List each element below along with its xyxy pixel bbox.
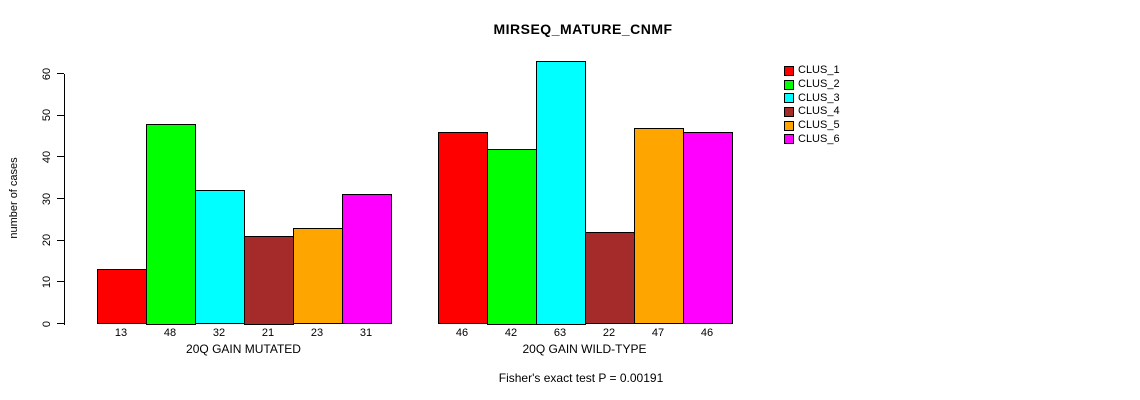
legend-label: CLUS_2 <box>798 78 840 91</box>
y-axis-tick-label: 60 <box>41 67 53 80</box>
legend-swatch-clus-4 <box>784 106 794 117</box>
bar-value-label: 47 <box>651 327 665 339</box>
legend-label: CLUS_3 <box>798 91 840 104</box>
y-axis-title: number of cases <box>8 157 20 239</box>
group-label-20q-gain-wild-type: 20Q GAIN WILD-TYPE <box>522 342 647 356</box>
bar-value-label: 42 <box>504 327 518 339</box>
legend-item-clus-1: CLUS_1 <box>784 64 840 78</box>
bar-value-label: 21 <box>261 327 275 339</box>
legend-label: CLUS_5 <box>798 119 840 132</box>
bar-20q-gain-wild-type-clus-1 <box>437 131 488 325</box>
legend: CLUS_1 CLUS_2 CLUS_3 CLUS_4 CLUS_5 CLUS_6 <box>784 64 840 146</box>
legend-swatch-clus-2 <box>784 79 794 90</box>
y-axis-tick-label: 50 <box>41 109 53 122</box>
y-axis-tick <box>57 198 64 199</box>
bar-value-label: 23 <box>310 327 324 339</box>
y-axis-tick-label: 20 <box>41 234 53 247</box>
legend-swatch-clus-1 <box>784 65 794 76</box>
legend-label: CLUS_1 <box>798 64 840 77</box>
y-axis-tick-label: 30 <box>41 192 53 205</box>
y-axis-tick-label: 40 <box>41 150 53 163</box>
bar-value-label: 46 <box>455 327 469 339</box>
legend-item-clus-4: CLUS_4 <box>784 105 840 119</box>
y-axis-tick <box>57 323 64 324</box>
y-axis-tick-label: 10 <box>41 275 53 288</box>
bar-20q-gain-mutated-clus-6 <box>341 194 392 325</box>
bar-20q-gain-wild-type-clus-6 <box>682 131 733 325</box>
bar-20q-gain-wild-type-clus-2 <box>486 148 537 325</box>
bar-20q-gain-wild-type-clus-4 <box>584 231 635 325</box>
legend-item-clus-2: CLUS_2 <box>784 78 840 92</box>
bar-value-label: 31 <box>359 327 373 339</box>
bar-20q-gain-mutated-clus-1 <box>96 269 147 325</box>
bar-20q-gain-wild-type-clus-5 <box>633 127 684 325</box>
bar-20q-gain-wild-type-clus-3 <box>535 61 586 325</box>
bar-value-label: 22 <box>602 327 616 339</box>
legend-swatch-clus-6 <box>784 134 794 145</box>
chart-title: MIRSEQ_MATURE_CNMF <box>493 21 673 37</box>
bar-value-label: 13 <box>114 327 128 339</box>
bar-value-label: 46 <box>700 327 714 339</box>
y-axis-line <box>64 73 65 325</box>
y-axis-tick <box>57 156 64 158</box>
bar-value-label: 48 <box>163 327 177 339</box>
y-axis-tick <box>57 239 64 241</box>
legend-item-clus-6: CLUS_6 <box>784 132 840 146</box>
legend-label: CLUS_4 <box>798 105 840 118</box>
group-label-20q-gain-mutated: 20Q GAIN MUTATED <box>186 342 301 356</box>
legend-item-clus-3: CLUS_3 <box>784 91 840 105</box>
bar-value-label: 63 <box>553 327 567 339</box>
annotation-fisher-test: Fisher's exact test P = 0.00191 <box>498 371 664 385</box>
legend-item-clus-5: CLUS_5 <box>784 119 840 133</box>
y-axis-tick <box>57 114 64 116</box>
bar-value-label: 32 <box>212 327 226 339</box>
legend-swatch-clus-5 <box>784 120 794 131</box>
y-axis-tick-label: 0 <box>41 320 53 327</box>
bar-20q-gain-mutated-clus-5 <box>292 227 343 325</box>
legend-swatch-clus-3 <box>784 93 794 104</box>
y-axis-tick <box>57 73 64 74</box>
bar-20q-gain-mutated-clus-2 <box>145 123 196 325</box>
y-axis-tick <box>57 281 64 283</box>
bar-20q-gain-mutated-clus-3 <box>194 190 245 325</box>
legend-label: CLUS_6 <box>798 132 840 145</box>
bar-20q-gain-mutated-clus-4 <box>243 236 294 325</box>
